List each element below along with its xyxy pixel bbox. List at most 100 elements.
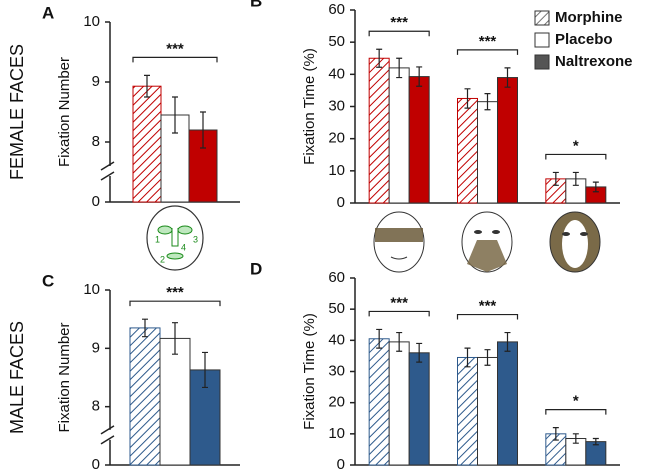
- bar: [188, 129, 218, 203]
- bar: [368, 57, 390, 204]
- error-bar: [552, 427, 559, 441]
- y-tick-label: 9: [92, 73, 100, 90]
- y-tick-label: 0: [337, 194, 345, 211]
- row-label: MALE FACES: [7, 321, 27, 434]
- bar: [368, 338, 390, 466]
- significance-bracket: [456, 49, 519, 55]
- error-bar: [172, 322, 178, 355]
- bar: [477, 356, 498, 466]
- y-axis-label: Fixation Number: [56, 322, 73, 432]
- legend-swatch: [534, 54, 550, 70]
- bar: [388, 341, 410, 466]
- bar: [129, 327, 161, 466]
- face-region-label: 4: [181, 242, 186, 252]
- bar: [497, 341, 518, 466]
- y-tick-label: 30: [328, 362, 345, 379]
- significance-label: ***: [390, 14, 408, 31]
- legend-swatch: [534, 10, 550, 26]
- significance-bracket: [132, 56, 218, 63]
- significance-label: ***: [479, 33, 497, 50]
- error-bar: [396, 331, 403, 352]
- y-tick-label: 0: [92, 456, 100, 473]
- significance-bracket: [368, 310, 430, 317]
- error-bar: [484, 349, 491, 366]
- significance-label: ***: [166, 284, 184, 301]
- error-bar: [144, 74, 150, 98]
- bar: [408, 352, 430, 466]
- error-bar: [416, 66, 423, 87]
- legend-label: Placebo: [555, 31, 613, 48]
- axis-break: [100, 425, 115, 435]
- female-face-regions-icon: 1 2 3 4: [146, 205, 204, 271]
- y-tick-label: 9: [92, 339, 100, 356]
- y-axis-label: Fixation Number: [56, 57, 73, 167]
- legend-swatch: [534, 32, 550, 48]
- y-tick-label: 20: [328, 394, 345, 411]
- bar: [159, 337, 191, 466]
- error-bar: [202, 351, 208, 389]
- y-tick-label: 20: [328, 130, 345, 147]
- significance-label: ***: [166, 40, 184, 57]
- y-tick-label: 30: [328, 97, 345, 114]
- legend-label: Morphine: [555, 9, 623, 26]
- y-tick-label: 60: [328, 269, 345, 286]
- y-axis-label: Fixation Time (%): [301, 313, 318, 430]
- panel-letter: C: [42, 271, 54, 290]
- y-axis-label: Fixation Time (%): [301, 48, 318, 165]
- axis-break: [100, 161, 115, 171]
- significance-bracket: [129, 300, 221, 307]
- y-tick-label: 10: [83, 281, 100, 298]
- y-tick-label: 40: [328, 331, 345, 348]
- bar: [457, 356, 478, 466]
- face-region-label: 1: [155, 234, 160, 244]
- y-tick-label: 10: [328, 425, 345, 442]
- significance-label: *: [573, 137, 579, 154]
- error-bar: [376, 48, 383, 68]
- y-tick-label: 8: [92, 398, 100, 415]
- error-bar: [464, 347, 471, 368]
- panel-letter: A: [42, 3, 54, 22]
- y-tick-label: 50: [328, 300, 345, 317]
- axis-break-gap: [102, 429, 114, 440]
- row-label: FEMALE FACES: [7, 44, 27, 180]
- y-tick-label: 10: [328, 162, 345, 179]
- significance-bracket: [545, 153, 607, 160]
- significance-label: *: [573, 393, 579, 410]
- bar: [132, 85, 162, 203]
- error-bar: [172, 96, 178, 134]
- y-tick-label: 50: [328, 33, 345, 50]
- error-bar: [376, 328, 383, 349]
- error-bar: [484, 93, 491, 111]
- error-bar: [592, 181, 599, 193]
- face-region-label: 3: [193, 234, 198, 244]
- significance-label: ***: [479, 298, 497, 315]
- axis-break: [100, 435, 115, 445]
- error-bar: [572, 171, 579, 186]
- error-bar: [552, 171, 559, 186]
- panel-letter: D: [250, 259, 262, 278]
- error-bar: [200, 111, 206, 149]
- error-bar: [464, 88, 471, 109]
- y-tick-label: 0: [92, 193, 100, 210]
- panel-letter: B: [250, 0, 262, 10]
- bar: [477, 101, 498, 204]
- face-region-label: 2: [160, 254, 165, 264]
- axis-break-gap: [102, 166, 114, 176]
- significance-bracket: [456, 313, 519, 320]
- error-bar: [572, 433, 579, 444]
- error-bar: [416, 342, 423, 363]
- bar: [388, 67, 410, 204]
- legend-label: Naltrexone: [555, 53, 633, 70]
- significance-label: ***: [390, 294, 408, 311]
- bar: [408, 76, 430, 204]
- error-bar: [504, 331, 511, 352]
- error-bar: [396, 57, 403, 79]
- significance-bracket: [368, 30, 430, 37]
- significance-bracket: [545, 409, 607, 415]
- y-tick-label: 10: [83, 13, 100, 30]
- error-bar: [142, 318, 148, 338]
- error-bar: [504, 67, 511, 88]
- y-tick-label: 60: [328, 1, 345, 18]
- error-bar: [592, 437, 599, 446]
